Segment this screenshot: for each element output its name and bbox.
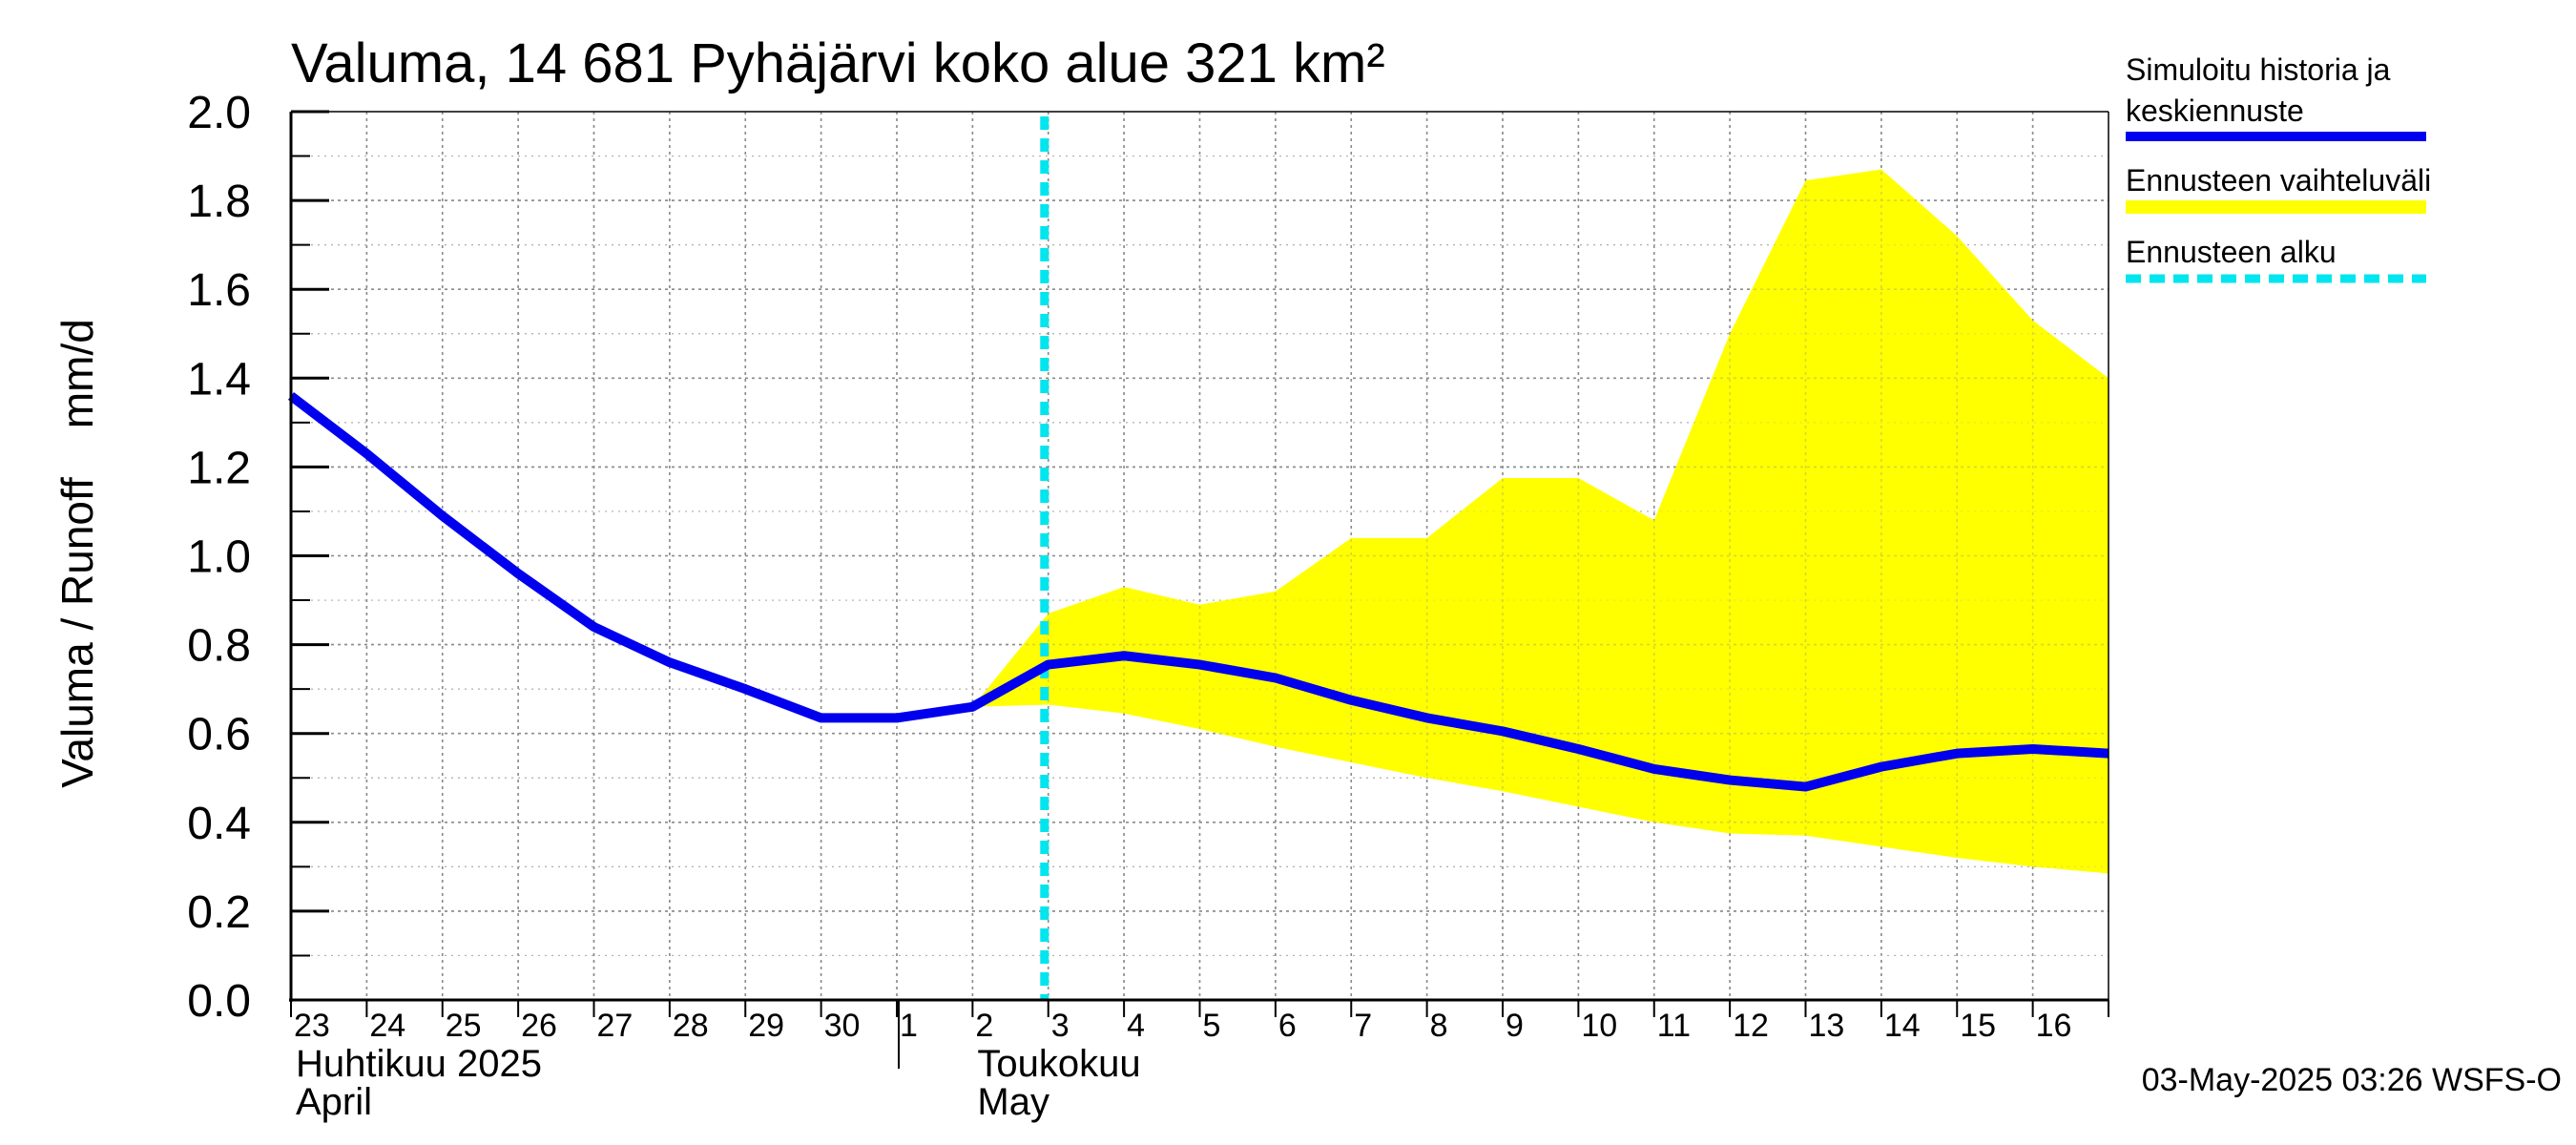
mean-runoff-line bbox=[287, 391, 2109, 792]
x-tick-label: 29 bbox=[748, 1008, 784, 1044]
legend-label-mean: Simuloitu historia ja bbox=[2126, 52, 2391, 87]
x-tick-label: 8 bbox=[1430, 1008, 1448, 1044]
x-tick-label: 25 bbox=[446, 1008, 482, 1044]
month-label-en: April bbox=[296, 1081, 372, 1123]
x-tick-label: 28 bbox=[673, 1008, 709, 1044]
x-tick-label: 24 bbox=[369, 1008, 405, 1044]
x-tick-label: 14 bbox=[1884, 1008, 1921, 1044]
x-tick-label: 6 bbox=[1278, 1008, 1297, 1044]
x-tick-label: 27 bbox=[597, 1008, 634, 1044]
legend-label-forecast-start: Ennusteen alku bbox=[2126, 235, 2337, 269]
x-tick-label: 26 bbox=[521, 1008, 557, 1044]
forecast-range-band bbox=[972, 169, 2109, 874]
grid-overlay bbox=[291, 112, 2109, 1000]
x-tick-label: 5 bbox=[1203, 1008, 1221, 1044]
x-tick-label: 7 bbox=[1354, 1008, 1372, 1044]
month-label-fi: Toukokuu bbox=[977, 1043, 1140, 1085]
chart-title: Valuma, 14 681 Pyhäjärvi koko alue 321 k… bbox=[291, 32, 1385, 94]
x-ticks: 23 24 25 26 27 28 29 30 1 2 3 4 5 6 7 8 9 10 11 12 13 14 15 16 bbox=[290, 1000, 2109, 1069]
x-tick-label: 16 bbox=[2036, 1008, 2072, 1044]
x-tick-label: 3 bbox=[1051, 1008, 1070, 1044]
timestamp-footer: 03-May-2025 03:26 WSFS-O bbox=[2142, 1062, 2562, 1098]
x-tick-label: 12 bbox=[1733, 1008, 1769, 1044]
legend-label-range: Ennusteen vaihteluväli bbox=[2126, 163, 2431, 198]
y-tick-label: 0.6 bbox=[187, 710, 251, 760]
month-label-fi: Huhtikuu 2025 bbox=[296, 1043, 542, 1085]
y-tick-label: 1.0 bbox=[187, 532, 251, 583]
y-tick-label: 1.8 bbox=[187, 177, 251, 227]
x-tick-label: 11 bbox=[1657, 1008, 1691, 1044]
x-tick-label: 4 bbox=[1127, 1008, 1145, 1044]
mean-series-group bbox=[287, 391, 2109, 792]
x-tick-label: 30 bbox=[824, 1008, 861, 1044]
x-tick-label: 1 bbox=[900, 1008, 918, 1044]
y-tick-label: 1.6 bbox=[187, 265, 251, 316]
x-tick-label: 15 bbox=[1960, 1008, 1996, 1044]
x-tick-label: 2 bbox=[975, 1008, 993, 1044]
legend-label-mean: keskiennuste bbox=[2126, 94, 2304, 128]
x-tick-label: 9 bbox=[1506, 1008, 1524, 1044]
y-ticks: 0.0 0.2 0.4 0.6 0.8 1.0 1.2 1.4 1.6 1.8 2.0 bbox=[187, 88, 329, 1027]
x-tick-label: 10 bbox=[1581, 1008, 1617, 1044]
month-label-en: May bbox=[977, 1081, 1049, 1123]
y-tick-label: 0.0 bbox=[187, 976, 251, 1027]
y-tick-label: 0.8 bbox=[187, 621, 251, 672]
y-tick-label: 1.4 bbox=[187, 354, 251, 405]
forecast-range-area bbox=[972, 169, 2109, 874]
y-tick-label: 0.2 bbox=[187, 887, 251, 938]
y-tick-label: 1.2 bbox=[187, 443, 251, 493]
y-axis-label: Valuma / Runoff mm/d bbox=[52, 319, 102, 788]
y-tick-label: 0.4 bbox=[187, 799, 251, 849]
x-tick-label: 23 bbox=[294, 1008, 330, 1044]
y-tick-label: 2.0 bbox=[187, 88, 251, 138]
legend: Simuloitu historia ja keskiennuste Ennuste… bbox=[2126, 52, 2431, 283]
x-tick-label: 13 bbox=[1809, 1008, 1845, 1044]
